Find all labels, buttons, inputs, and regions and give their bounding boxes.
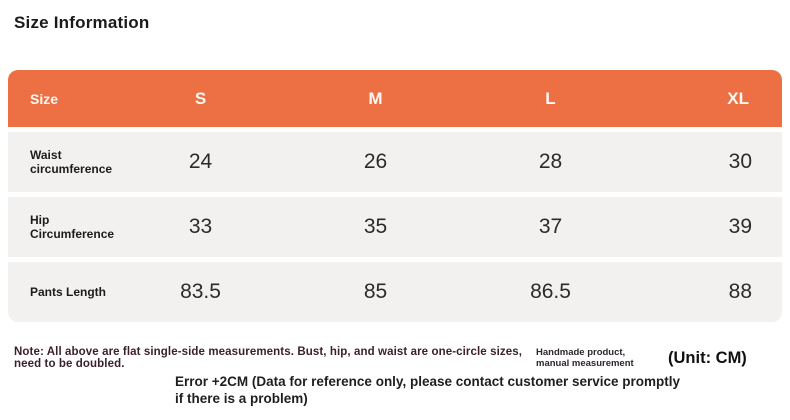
cell-pants-l: 86.5 (530, 280, 571, 303)
table-row-waist: Waist circumference 24 26 28 30 (8, 132, 782, 192)
unit-label: (Unit: CM) (668, 348, 747, 367)
cell-hip-s: 33 (188, 215, 213, 238)
cell-hip-l: 37 (538, 215, 563, 238)
cell-waist-m: 26 (363, 150, 388, 173)
column-header-l: L (545, 88, 556, 108)
column-header-xl: XL (727, 88, 749, 108)
table-row-pants-length: Pants Length 83.5 85 86.5 88 (8, 262, 782, 322)
row-label-hip: Hip Circumference (30, 212, 115, 241)
cell-hip-xl: 39 (728, 215, 752, 238)
size-table-header-row: Size S M L XL (8, 70, 782, 127)
cell-pants-m: 85 (363, 280, 388, 303)
size-table: Size S M L XL Waist circumference 24 26 … (8, 70, 782, 322)
measurement-note: Note: All above are flat single-side mea… (14, 346, 523, 370)
column-header-size: Size (30, 90, 59, 107)
cell-waist-s: 24 (188, 150, 213, 173)
cell-waist-l: 28 (538, 150, 563, 173)
error-note: Error +2CM (Data for reference only, ple… (175, 374, 681, 406)
column-header-s: S (194, 88, 207, 108)
row-label-pants-length: Pants Length (30, 284, 107, 299)
notes-row: Note: All above are flat single-side mea… (14, 346, 776, 370)
cell-pants-xl: 88 (728, 280, 752, 303)
table-row-hip: Hip Circumference 33 35 37 39 (8, 197, 782, 257)
cell-pants-s: 83.5 (180, 280, 221, 303)
page-title: Size Information (14, 13, 150, 32)
cell-hip-m: 35 (363, 215, 388, 238)
column-header-m: M (368, 88, 383, 108)
row-label-waist: Waist circumference (30, 147, 113, 176)
cell-waist-xl: 30 (728, 150, 752, 173)
handmade-note: Handmade product, manual measurement (536, 346, 634, 369)
